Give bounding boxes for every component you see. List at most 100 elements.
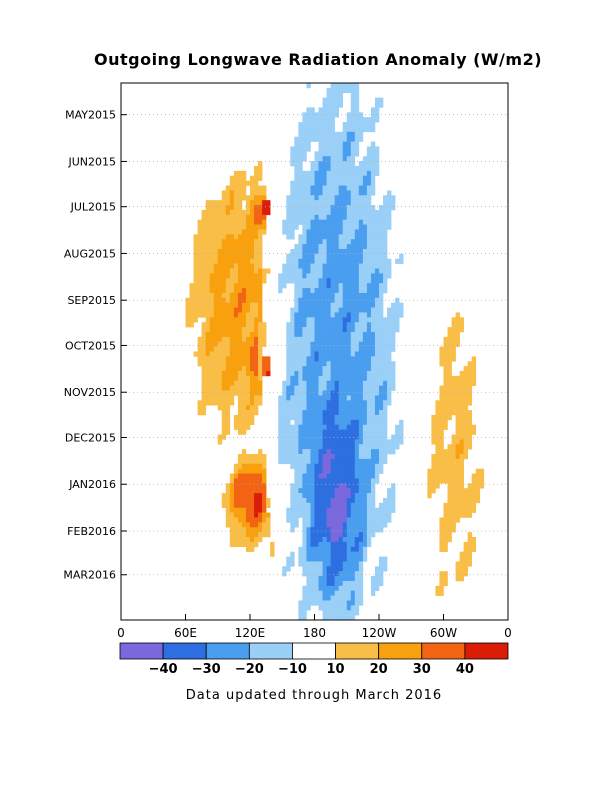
anomaly-cell bbox=[358, 331, 364, 338]
anomaly-cell bbox=[451, 400, 456, 406]
anomaly-cell bbox=[366, 351, 372, 357]
anomaly-cell bbox=[302, 336, 307, 343]
anomaly-cell bbox=[387, 512, 392, 518]
anomaly-cell bbox=[471, 356, 477, 362]
anomaly-cell bbox=[475, 493, 481, 499]
anomaly-cell bbox=[334, 327, 339, 333]
anomaly-cell bbox=[290, 312, 295, 318]
anomaly-cell bbox=[205, 331, 210, 338]
anomaly-cell bbox=[254, 366, 259, 372]
anomaly-cell bbox=[262, 224, 267, 230]
anomaly-cell bbox=[322, 571, 327, 577]
anomaly-cell bbox=[443, 454, 448, 460]
anomaly-cell bbox=[250, 497, 255, 504]
anomaly-cell bbox=[370, 107, 376, 113]
anomaly-cell bbox=[314, 580, 319, 587]
anomaly-cell bbox=[330, 331, 335, 338]
anomaly-cell bbox=[350, 161, 356, 167]
anomaly-cell bbox=[254, 541, 259, 548]
anomaly-cell bbox=[237, 307, 243, 313]
anomaly-cell bbox=[318, 429, 323, 435]
anomaly-cell bbox=[358, 263, 364, 269]
anomaly-cell bbox=[241, 248, 247, 255]
anomaly-cell bbox=[383, 371, 388, 377]
anomaly-cell bbox=[310, 546, 315, 552]
anomaly-cell bbox=[350, 458, 356, 465]
anomaly-cell bbox=[221, 414, 227, 421]
anomaly-cell bbox=[298, 385, 303, 391]
anomaly-cell bbox=[354, 537, 360, 543]
anomaly-cell bbox=[362, 175, 368, 181]
anomaly-cell bbox=[383, 424, 388, 430]
anomaly-cell bbox=[350, 380, 356, 386]
anomaly-cell bbox=[354, 444, 360, 450]
anomaly-cell bbox=[370, 473, 376, 479]
anomaly-cell bbox=[225, 278, 231, 284]
anomaly-cell bbox=[318, 195, 323, 201]
anomaly-cell bbox=[427, 488, 432, 494]
anomaly-cell bbox=[342, 141, 348, 147]
anomaly-cell bbox=[326, 288, 331, 294]
anomaly-cell bbox=[310, 214, 315, 220]
anomaly-cell bbox=[443, 517, 448, 523]
anomaly-cell bbox=[290, 395, 295, 401]
anomaly-cell bbox=[209, 336, 215, 343]
anomaly-cell bbox=[282, 454, 287, 460]
anomaly-cell bbox=[362, 361, 368, 367]
anomaly-cell bbox=[439, 390, 444, 396]
anomaly-cell bbox=[233, 180, 239, 186]
anomaly-cell bbox=[383, 327, 388, 333]
anomaly-cell bbox=[451, 517, 456, 523]
anomaly-cell bbox=[370, 209, 376, 216]
anomaly-cell bbox=[314, 117, 319, 123]
anomaly-cell bbox=[330, 248, 335, 255]
anomaly-cell bbox=[350, 356, 356, 362]
anomaly-cell bbox=[358, 214, 364, 220]
anomaly-cell bbox=[350, 307, 356, 313]
anomaly-cell bbox=[455, 327, 460, 333]
anomaly-cell bbox=[286, 234, 291, 240]
anomaly-cell bbox=[254, 371, 259, 377]
anomaly-cell bbox=[387, 195, 392, 201]
anomaly-cell bbox=[221, 371, 227, 377]
anomaly-cell bbox=[294, 248, 299, 255]
anomaly-cell bbox=[298, 419, 303, 426]
anomaly-cell bbox=[362, 312, 368, 318]
anomaly-cell bbox=[322, 97, 327, 103]
anomaly-cell bbox=[290, 497, 295, 504]
anomaly-cell bbox=[358, 483, 364, 489]
colorbar-tick-label: −40 bbox=[149, 662, 178, 677]
anomaly-cell bbox=[334, 429, 339, 435]
anomaly-cell bbox=[342, 195, 348, 201]
anomaly-cell bbox=[362, 292, 368, 299]
anomaly-cell bbox=[322, 595, 327, 601]
anomaly-cell bbox=[475, 497, 481, 504]
anomaly-cell bbox=[366, 248, 372, 255]
anomaly-cell bbox=[237, 239, 243, 245]
anomaly-cell bbox=[306, 566, 311, 572]
anomaly-cell bbox=[237, 263, 243, 269]
anomaly-cell bbox=[233, 351, 239, 357]
anomaly-cell bbox=[350, 507, 356, 513]
anomaly-cell bbox=[350, 322, 356, 328]
anomaly-cell bbox=[193, 317, 198, 323]
anomaly-cell bbox=[370, 253, 376, 260]
anomaly-cell bbox=[362, 439, 368, 445]
anomaly-cell bbox=[387, 371, 392, 377]
anomaly-cell bbox=[298, 180, 303, 186]
anomaly-cell bbox=[358, 209, 364, 216]
anomaly-cell bbox=[443, 366, 448, 372]
anomaly-cell bbox=[350, 366, 356, 372]
anomaly-cell bbox=[314, 317, 319, 323]
anomaly-cell bbox=[233, 483, 239, 489]
anomaly-cell bbox=[334, 317, 339, 323]
anomaly-cell bbox=[443, 571, 448, 577]
anomaly-cell bbox=[233, 292, 239, 299]
anomaly-cell bbox=[298, 400, 303, 406]
anomaly-cell bbox=[362, 380, 368, 386]
anomaly-cell bbox=[258, 307, 263, 313]
anomaly-cell bbox=[225, 346, 231, 352]
anomaly-cell bbox=[258, 458, 263, 465]
anomaly-cell bbox=[346, 610, 352, 616]
anomaly-cell bbox=[306, 522, 311, 528]
